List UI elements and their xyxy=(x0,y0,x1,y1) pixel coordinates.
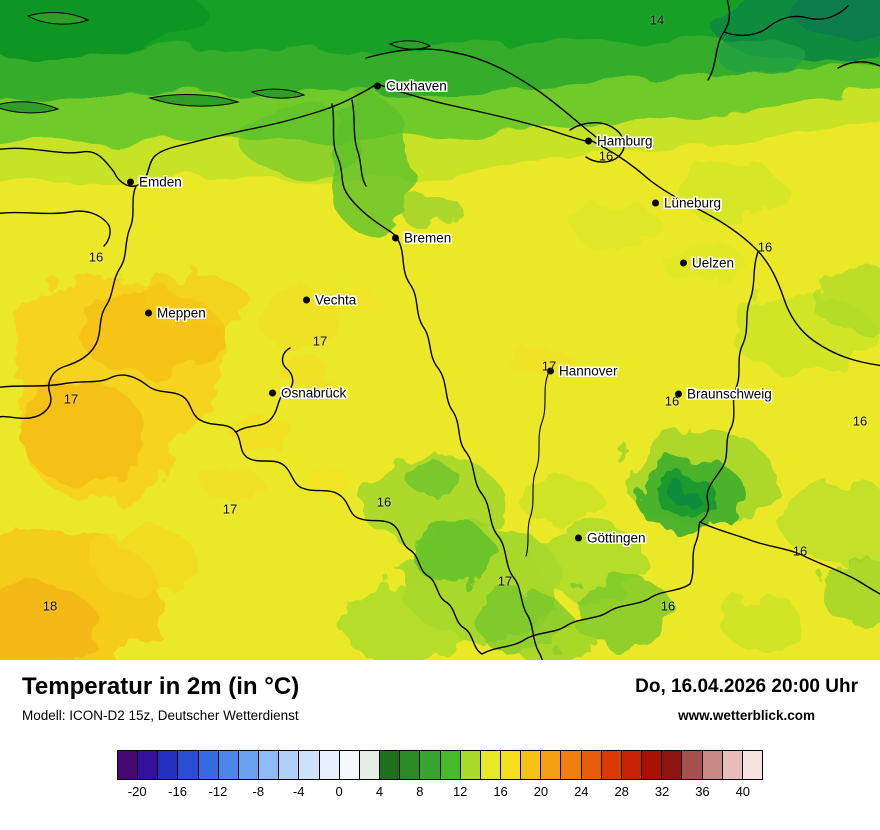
colorbar-cell xyxy=(500,751,522,779)
coastline xyxy=(0,83,378,187)
colorbar-cell xyxy=(279,751,300,779)
colorbar-tick-label: 0 xyxy=(335,784,343,799)
colorbar-cell xyxy=(621,751,643,779)
colorbar-tick-label: 24 xyxy=(574,784,589,799)
colorbar-tick-label: -4 xyxy=(292,784,305,799)
weser-river xyxy=(397,239,543,660)
colorbar-cell xyxy=(521,751,542,779)
website-label: www.wetterblick.com xyxy=(678,708,815,723)
elbe-river xyxy=(591,140,880,367)
colorbar-tick-label: 40 xyxy=(735,784,751,799)
colorbar-cell xyxy=(420,751,441,779)
colorbar-cell xyxy=(178,751,199,779)
eastern-border xyxy=(699,251,759,523)
colorbar-cell xyxy=(400,751,421,779)
colorbar-cell xyxy=(682,751,703,779)
colorbar-tick-label: -8 xyxy=(252,784,265,799)
page-title: Temperatur in 2m (in °C) xyxy=(22,673,300,700)
islands xyxy=(0,12,432,114)
elbe-south-bank xyxy=(376,83,591,143)
colorbar-tick-label: -20 xyxy=(127,784,147,799)
colorbar-cell xyxy=(299,751,320,779)
colorbar-cell xyxy=(702,751,723,779)
leine-river xyxy=(525,373,549,557)
colorbar-tick-label: 32 xyxy=(654,784,670,799)
colorbar-cell xyxy=(198,751,219,779)
colorbar-tick-labels: -20 -16 -12 -8 -4 0 4 8 12 16 20 24 28 32 36 40 xyxy=(117,784,763,802)
colorbar-cell xyxy=(118,751,139,779)
colorbar-cell xyxy=(138,751,159,779)
datetime-label: Do, 16.04.2026 20:00 Uhr xyxy=(635,676,858,697)
colorbar-cell xyxy=(480,751,501,779)
footer: Temperatur in 2m (in °C) Modell: ICON-D2… xyxy=(0,660,880,830)
colorbar-cell xyxy=(581,751,602,779)
colorbar-tick-label: -16 xyxy=(168,784,187,799)
colorbar-cell xyxy=(218,751,239,779)
colorbar-tick-label: 36 xyxy=(695,784,710,799)
southern-border xyxy=(0,374,393,525)
colorbar-tick-label: 20 xyxy=(533,784,549,799)
model-info: Modell: ICON-D2 15z, Deutscher Wetterdie… xyxy=(22,708,299,723)
elbe-north-bank xyxy=(365,48,597,138)
colorbar-cell xyxy=(339,751,360,779)
colorbar-tick-label: 8 xyxy=(416,784,424,799)
colorbar-tick-label: -12 xyxy=(208,784,228,799)
colorbar-cell xyxy=(259,751,280,779)
colorbar-cell xyxy=(561,751,582,779)
colorbar-cell xyxy=(380,751,401,779)
weser-estuary xyxy=(331,103,399,240)
colorbar-tick-label: 28 xyxy=(614,784,629,799)
border-lines xyxy=(0,0,880,660)
map-canvas xyxy=(0,0,880,660)
colorbar-tick-label: 16 xyxy=(493,784,508,799)
colorbar-cell xyxy=(662,751,683,779)
colorbar-cell xyxy=(460,751,481,779)
colorbar-cell xyxy=(722,751,743,779)
colorbar-cell xyxy=(319,751,340,779)
temperature-patches xyxy=(0,162,880,660)
colorbar-cell xyxy=(440,751,461,779)
colorbar-cell xyxy=(359,751,381,779)
colorbar-cell xyxy=(158,751,179,779)
colorbar-cell xyxy=(541,751,562,779)
colorbar-cell xyxy=(642,751,663,779)
western-border xyxy=(0,185,137,420)
colorbar-cell xyxy=(742,751,762,779)
colorbar-cell xyxy=(238,751,260,779)
colorbar-tick-label: 4 xyxy=(375,784,384,799)
colorbar-cell xyxy=(601,751,622,779)
colorbar xyxy=(117,750,763,780)
colorbar-tick-label: 12 xyxy=(452,784,468,799)
colorbar-legend: -20 -16 -12 -8 -4 0 4 8 12 16 20 24 28 32 36 40 xyxy=(117,750,763,802)
temperature-map: Cuxhaven Hamburg Emden Lüneburg Bremen Uelzen… xyxy=(0,0,880,660)
